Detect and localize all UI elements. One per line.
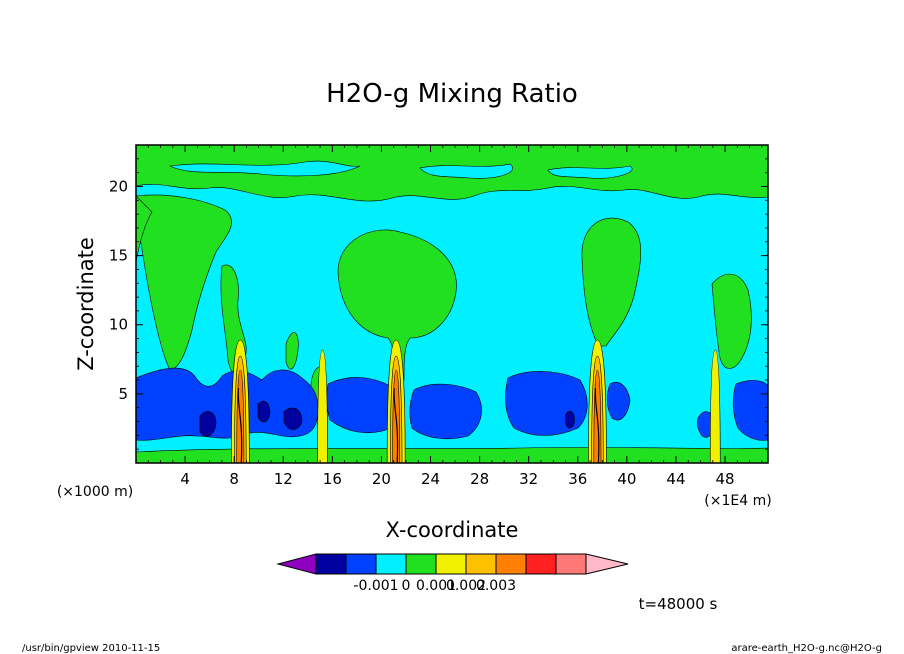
green-column bbox=[285, 332, 299, 370]
green-column bbox=[337, 229, 457, 381]
x-tick-label: 12 bbox=[274, 470, 293, 488]
upper-cyan-patch bbox=[419, 163, 513, 179]
y-axis-ticks: 5 10 15 20 bbox=[109, 158, 768, 450]
time-label: t=48000 s bbox=[639, 595, 718, 613]
dark-blue-cell bbox=[199, 411, 217, 437]
x-tick-label: 28 bbox=[470, 470, 489, 488]
y-tick-label: 5 bbox=[118, 385, 128, 403]
x-tick-label: 20 bbox=[372, 470, 391, 488]
colorbar-lower-triangle bbox=[276, 553, 317, 575]
x-unit-label: (×1E4 m) bbox=[704, 493, 771, 509]
colorbar-segment bbox=[405, 553, 437, 575]
colorbar-segment bbox=[435, 553, 467, 575]
x-tick-label: 16 bbox=[323, 470, 342, 488]
colorbar-tick-label: -0.001 bbox=[353, 578, 398, 594]
colorbar-segment bbox=[375, 553, 407, 575]
x-tick-label: 40 bbox=[617, 470, 636, 488]
lower-blue-layer bbox=[136, 367, 319, 441]
dark-blue-cell bbox=[565, 411, 575, 429]
colorbar-tick-label: 0.002 bbox=[446, 578, 486, 594]
plume-moist-core bbox=[317, 349, 328, 463]
colorbar-segment bbox=[495, 553, 527, 575]
colorbar-segment bbox=[465, 553, 497, 575]
y-axis-label: Z-coordinate bbox=[74, 237, 98, 371]
lower-blue-layer bbox=[326, 377, 394, 433]
green-column bbox=[581, 217, 642, 347]
plume-contour-line bbox=[393, 387, 399, 463]
upper-cyan-patch bbox=[547, 165, 633, 179]
lower-blue-layer bbox=[505, 371, 588, 436]
y-tick-label: 15 bbox=[109, 247, 128, 265]
lower-blue-layer bbox=[732, 380, 768, 441]
x-tick-label: 36 bbox=[568, 470, 587, 488]
plume-moist-core bbox=[709, 349, 721, 463]
plume-contour-line bbox=[594, 387, 600, 463]
dark-blue-cell bbox=[257, 401, 271, 423]
x-tick-label: 24 bbox=[421, 470, 440, 488]
colorbar-tick-label: 0.003 bbox=[476, 578, 516, 594]
x-axis-label: X-coordinate bbox=[386, 518, 519, 542]
colorbar-segment bbox=[345, 553, 377, 575]
chart-title: H2O-g Mixing Ratio bbox=[326, 79, 578, 109]
lower-blue-layer bbox=[606, 381, 631, 421]
colorbar-tick-label: 0 bbox=[402, 578, 411, 594]
x-tick-label: 48 bbox=[716, 470, 735, 488]
colorbar-segment bbox=[315, 553, 347, 575]
bottom-green-strip bbox=[136, 447, 768, 463]
green-column bbox=[711, 273, 752, 369]
x-tick-label: 8 bbox=[229, 470, 239, 488]
y-tick-label: 20 bbox=[109, 177, 128, 195]
upper-cyan-patch bbox=[168, 160, 361, 177]
green-column bbox=[136, 194, 232, 371]
colorbar-segment bbox=[555, 553, 587, 575]
plot-frame bbox=[135, 144, 769, 464]
footer-right: arare-earth_H2O-g.nc@H2O-g bbox=[731, 643, 882, 654]
x-tick-label: 32 bbox=[519, 470, 538, 488]
dark-blue-cell bbox=[283, 407, 303, 430]
contour-field bbox=[136, 145, 768, 463]
colorbar-tick-label: 0.001 bbox=[416, 578, 456, 594]
plume-contour-line bbox=[237, 387, 243, 463]
colorbar-upper-triangle bbox=[585, 553, 629, 575]
x-tick-label: 4 bbox=[180, 470, 190, 488]
x-axis-ticks: 4 8 12 16 20 24 28 32 36 40 44 48 bbox=[147, 145, 763, 488]
colorbar-segment bbox=[525, 553, 557, 575]
y-unit-label: (×1000 m) bbox=[57, 484, 133, 500]
x-tick-label: 44 bbox=[666, 470, 685, 488]
lower-blue-layer bbox=[409, 383, 482, 440]
footer-left: /usr/bin/gpview 2010-11-15 bbox=[22, 643, 160, 654]
y-tick-label: 10 bbox=[109, 316, 128, 334]
